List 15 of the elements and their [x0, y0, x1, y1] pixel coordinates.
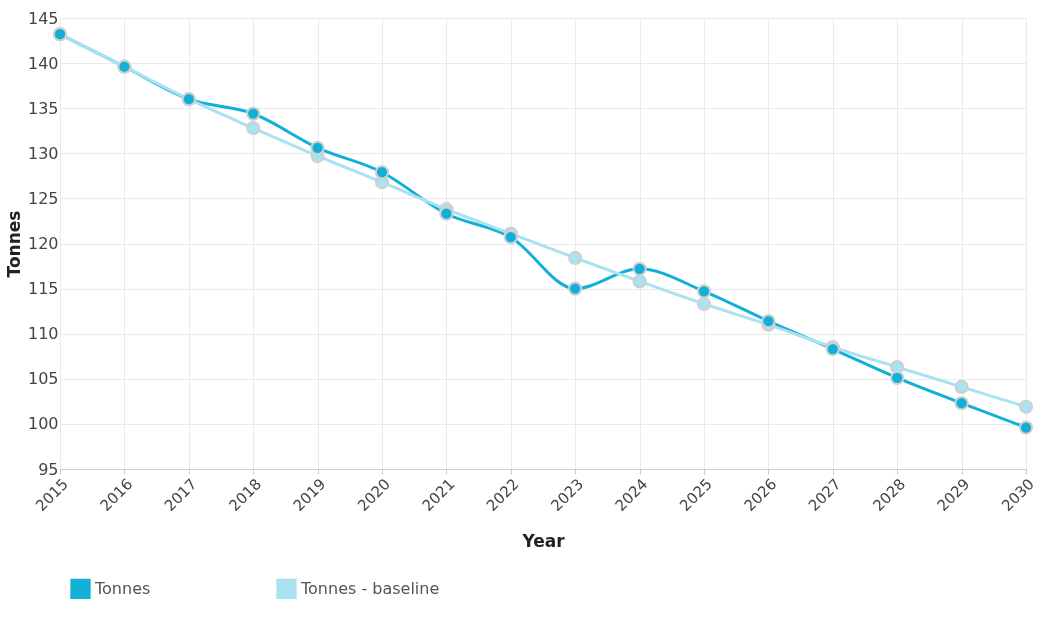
y-tick-label: 140: [27, 53, 59, 73]
y-tick-label: 135: [27, 98, 59, 118]
y-tick-label: 105: [27, 369, 59, 389]
y-tick-label: 125: [27, 188, 59, 208]
y-tick-label: 100: [27, 414, 59, 434]
y-tick-label: 120: [27, 234, 59, 253]
x-axis-title: Year: [521, 531, 566, 552]
legend-label: Tonnes - baseline: [300, 578, 440, 598]
y-tick-label: 110: [27, 324, 59, 344]
y-tick-label: 115: [27, 279, 59, 299]
y-tick-label: 95: [38, 459, 59, 479]
y-tick-label: 145: [27, 8, 59, 28]
y-axis-title: Tonnes: [3, 210, 24, 278]
legend-label: Tonnes: [94, 578, 151, 598]
y-tick-label: 130: [27, 143, 59, 163]
